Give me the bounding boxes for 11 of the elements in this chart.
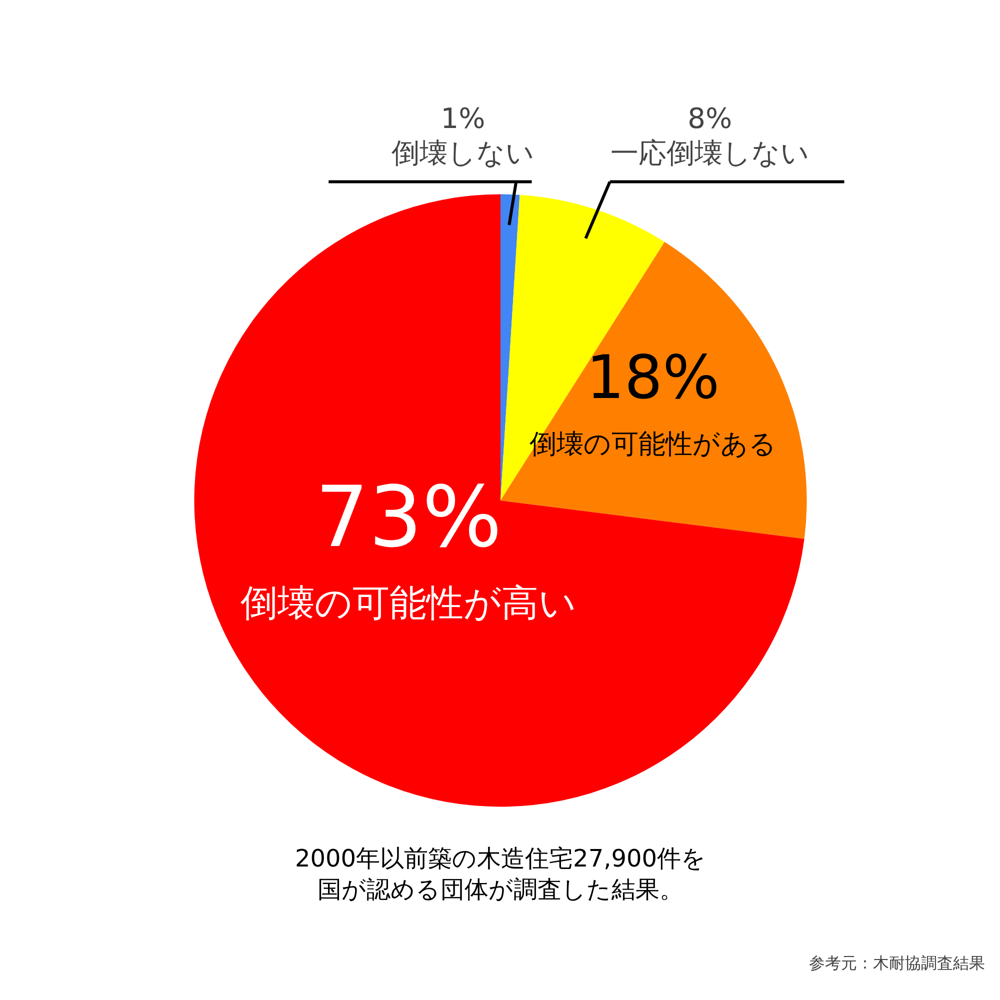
data-label: 18% — [586, 343, 720, 414]
slice-label: 倒壊しない — [392, 136, 534, 170]
slice-label: 一応倒壊しない — [610, 136, 810, 170]
text: 国が認める団体が調査した結果。 — [318, 876, 684, 904]
text: 参考元：木耐協調査結果 — [808, 954, 985, 973]
text: 2000年以前築の木造住宅27,900件を — [294, 844, 706, 872]
data-label: 73% — [315, 468, 502, 566]
slice-label: 倒壊の可能性がある — [529, 428, 776, 460]
slice-label: 倒壊の可能性が高い — [240, 582, 577, 625]
data-label: 8% — [688, 102, 732, 135]
data-label: 1% — [440, 102, 486, 135]
